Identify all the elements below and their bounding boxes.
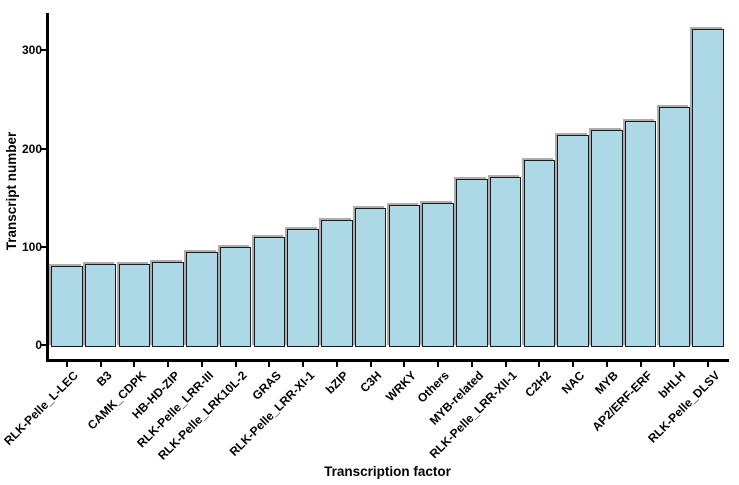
bar-GRAS	[253, 236, 285, 347]
x-tick	[572, 361, 574, 367]
x-tick	[167, 361, 169, 367]
bar-bZIP	[321, 220, 353, 347]
bar-RLK-Pelle_DLSV	[692, 28, 724, 347]
x-tick	[707, 361, 709, 367]
x-tick	[99, 361, 102, 367]
x-axis-line	[46, 359, 729, 362]
x-tick	[403, 361, 406, 367]
y-tick-label: 300	[21, 43, 42, 58]
x-tick	[335, 361, 338, 367]
y-tick-label: 0	[35, 338, 42, 352]
y-tick-label: 100	[21, 239, 42, 254]
x-tick	[234, 361, 237, 367]
x-tick-label: NAC	[558, 368, 588, 397]
x-tick-label: bZIP	[322, 368, 351, 397]
y-axis-line	[46, 13, 49, 362]
bar-C2H2	[523, 160, 555, 347]
bar-bHLH	[658, 107, 690, 347]
x-tick	[268, 361, 271, 367]
bar-NAC	[557, 134, 589, 347]
y-axis-title: Transcript number	[4, 131, 19, 251]
x-tick	[673, 361, 676, 367]
x-tick	[538, 361, 541, 367]
x-tick-label: MYB	[592, 368, 621, 398]
x-tick	[133, 361, 136, 367]
x-tick	[302, 361, 304, 367]
bar-AP2/ERF-ERF	[624, 121, 657, 347]
bar-B3	[84, 264, 117, 347]
bar-RLK-Pelle_L-LEC	[51, 266, 83, 347]
y-tick-label: 200	[21, 141, 42, 156]
x-tick-label: B3	[93, 368, 115, 390]
bar-RLK-Pelle_LRR-III	[186, 251, 218, 347]
x-tick	[605, 361, 608, 367]
bar-MYB-related	[456, 179, 488, 347]
x-tick-label: RLK-Pelle_L-LEC	[1, 368, 81, 448]
x-tick	[639, 361, 642, 367]
x-axis-title: Transcription factor	[324, 464, 451, 479]
x-tick	[200, 361, 203, 367]
y-tick	[40, 245, 46, 248]
x-tick	[65, 361, 68, 367]
x-tick	[369, 361, 372, 367]
x-tick-label: C2H2	[521, 368, 554, 400]
bar-WRKY	[388, 204, 420, 347]
x-tick-label: C3H	[357, 368, 385, 396]
y-tick	[40, 147, 46, 150]
x-tick	[504, 361, 507, 367]
bar-CAMK_CDPK	[118, 264, 150, 347]
x-tick-label: WRKY	[382, 368, 419, 405]
bar-RLK-Pelle_LRK10L-2	[219, 246, 252, 347]
bar-HB-HD-ZIP	[152, 261, 184, 347]
bar-RLK-Pelle_LRR-XII-1	[489, 177, 522, 347]
x-tick	[437, 361, 439, 367]
bar-RLK-Pelle_LRR-XI-1	[287, 229, 319, 347]
bar-MYB	[591, 129, 623, 347]
x-tick	[470, 361, 473, 367]
bar-Others	[422, 202, 454, 347]
y-tick	[40, 344, 46, 346]
bar-C3H	[354, 207, 387, 347]
y-tick	[40, 49, 46, 52]
